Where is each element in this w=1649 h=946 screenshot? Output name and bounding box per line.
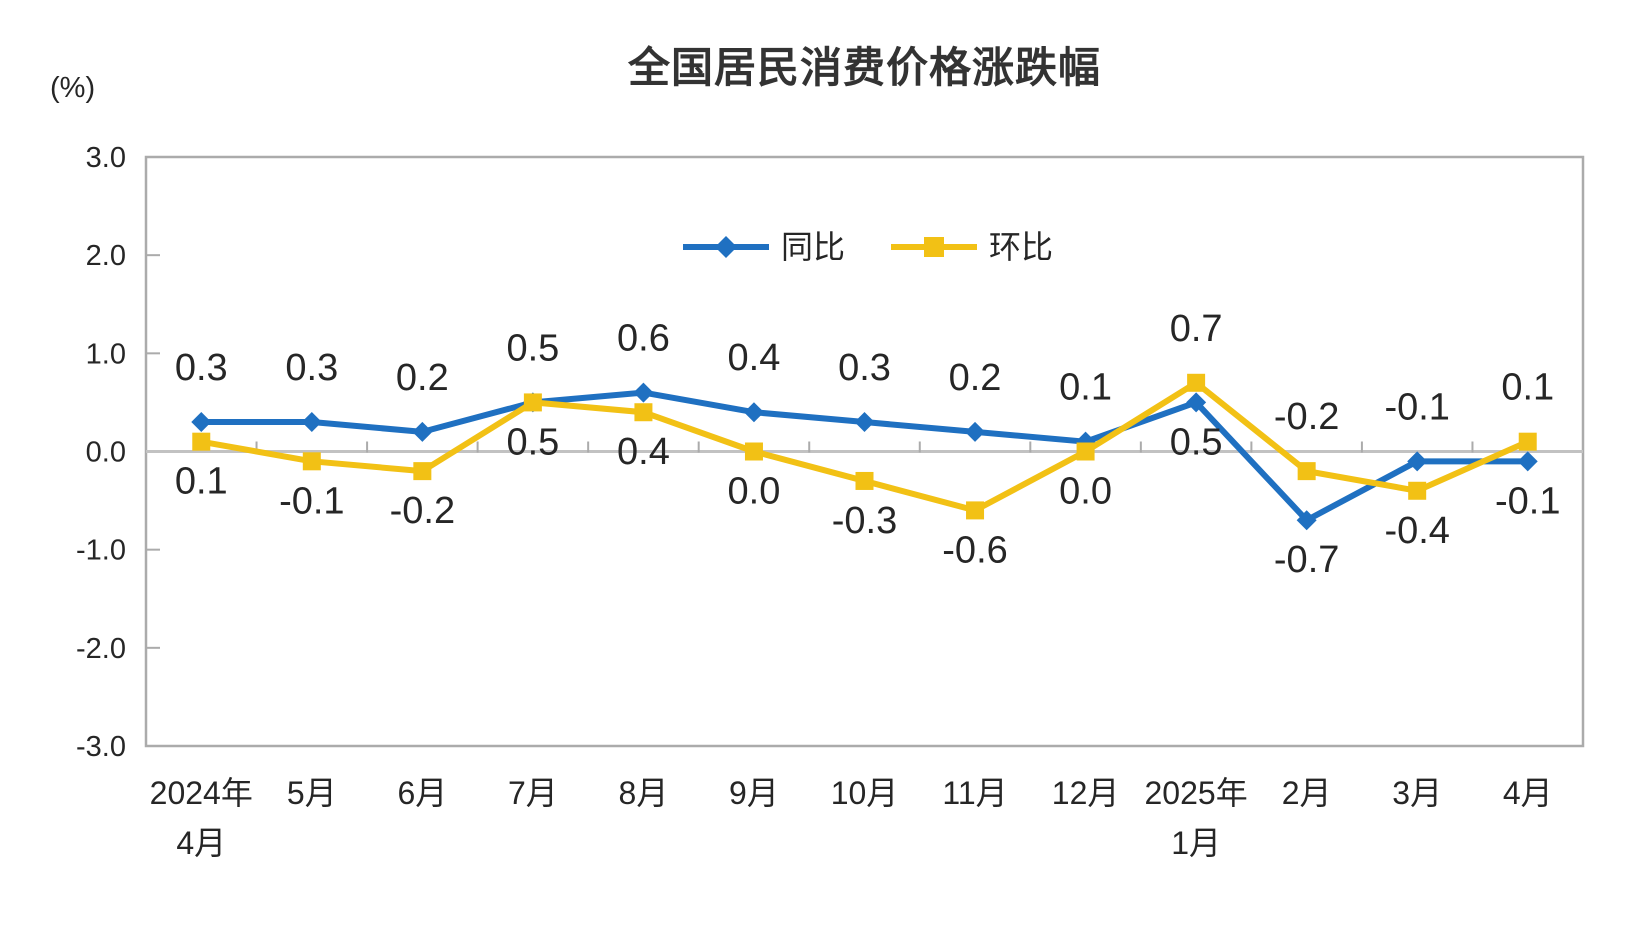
data-point-label: -0.1 (279, 480, 344, 522)
y-axis-tick-label: 0.0 (86, 437, 126, 469)
data-point-label: 0.4 (728, 337, 781, 379)
data-point-label: -0.1 (1384, 386, 1449, 428)
x-axis-category-label: 11月 (942, 775, 1007, 811)
data-point-marker (413, 462, 432, 481)
data-point-marker (302, 452, 321, 471)
data-point-label: -0.3 (832, 500, 897, 542)
data-point-label: 0.1 (1501, 367, 1554, 409)
y-axis-tick-label: 3.0 (86, 142, 126, 174)
x-axis-category-label: 12月 (1052, 775, 1120, 811)
series-yoy: 0.3 0.3 0.2 0.5 0.6 0.4 0.3 0.2 0.1 0.5 -0.7 -0.1 -0… (175, 318, 1561, 582)
data-point-label: 0.1 (175, 461, 228, 503)
data-point-marker (1297, 462, 1316, 481)
x-axis-category-label: 2月 (1282, 775, 1332, 811)
legend-item-yoy: 同比 (683, 229, 845, 265)
data-point-marker (412, 421, 433, 442)
y-axis-tick-label: -1.0 (76, 535, 126, 567)
x-axis-category-label: 4月 (1503, 775, 1553, 811)
data-point-label: 0.5 (1170, 421, 1223, 463)
data-point-marker (634, 403, 653, 422)
data-point-label: -0.7 (1274, 539, 1339, 581)
data-point-marker (1408, 481, 1427, 500)
data-point-label: 0.3 (175, 347, 228, 389)
x-axis-category-label: 9月 (729, 775, 779, 811)
data-point-label: 0.6 (617, 318, 670, 360)
y-axis-tick-label: -2.0 (76, 633, 126, 665)
y-axis-tick-label: -3.0 (76, 731, 126, 763)
x-axis-category-label: 2025年 (1145, 775, 1248, 811)
legend-diamond-marker-icon (715, 236, 737, 258)
data-point-label: 0.7 (1170, 308, 1223, 350)
y-axis-tick-label: 2.0 (86, 240, 126, 272)
data-point-marker (301, 412, 322, 433)
data-point-marker (744, 442, 763, 461)
x-axis-category-label: 1月 (1171, 825, 1221, 861)
data-point-marker (192, 432, 211, 451)
data-point-label: 0.0 (1059, 471, 1112, 513)
x-axis-category-label: 8月 (619, 775, 669, 811)
data-point-label: -0.2 (1274, 396, 1339, 438)
data-point-marker (191, 412, 212, 433)
x-axis-category-label: 5月 (287, 775, 337, 811)
series-mom: 0.1 -0.1 -0.2 0.5 0.4 0.0 -0.3 -0.6 0.0 0.7 -0.2 -0… (175, 308, 1554, 572)
chart-title: 全国居民消费价格涨跌幅 (627, 44, 1101, 91)
data-point-marker (855, 471, 874, 490)
data-point-marker (1407, 451, 1428, 472)
data-point-label: 0.2 (949, 357, 1002, 399)
data-point-marker (1296, 510, 1317, 531)
x-axis-category-label: 10月 (831, 775, 899, 811)
data-point-marker (854, 412, 875, 433)
data-point-marker (1187, 373, 1206, 392)
data-point-label: 0.3 (285, 347, 338, 389)
x-axis-labels: 2024年 4月 5月 6月 7月 8月 9月 10月 11月 12月 2025年 1月 2月 3月 4月 (150, 775, 1553, 861)
data-point-marker (523, 393, 542, 412)
data-point-marker (1076, 442, 1095, 461)
data-point-marker (966, 501, 985, 520)
y-axis: 3.0 2.0 1.0 0.0 -1.0 -2.0 -3.0 (76, 142, 160, 763)
data-point-marker (1186, 392, 1207, 413)
legend-label: 环比 (989, 229, 1053, 265)
x-axis-category-label: 4月 (176, 825, 226, 861)
data-point-label: 0.5 (506, 327, 559, 369)
y-axis-tick-label: 1.0 (86, 338, 126, 370)
legend-item-mom: 环比 (891, 229, 1053, 265)
data-point-marker (743, 402, 764, 423)
y-axis-unit-label: (%) (50, 72, 96, 104)
data-point-label: -0.6 (942, 529, 1007, 571)
data-point-marker (633, 382, 654, 403)
data-point-marker (965, 421, 986, 442)
data-point-label: -0.1 (1495, 480, 1560, 522)
legend-square-marker-icon (924, 237, 944, 257)
chart-legend: 同比 环比 (683, 229, 1053, 265)
x-axis-ticks (255, 441, 1474, 453)
data-point-label: 0.3 (838, 347, 891, 389)
data-point-marker (1517, 451, 1538, 472)
data-point-label: -0.4 (1384, 510, 1449, 552)
x-axis-category-label: 3月 (1392, 775, 1442, 811)
x-axis-category-label: 6月 (397, 775, 447, 811)
data-point-label: 0.0 (728, 471, 781, 513)
x-axis-category-label: 7月 (508, 775, 558, 811)
x-axis-category-label: 2024年 (150, 775, 253, 811)
data-point-label: 0.4 (617, 431, 670, 473)
legend-label: 同比 (781, 229, 845, 265)
data-point-marker (1518, 432, 1537, 451)
data-point-label: -0.2 (390, 490, 455, 532)
data-point-label: 0.1 (1059, 367, 1112, 409)
data-point-label: 0.5 (506, 421, 559, 463)
data-point-label: 0.2 (396, 357, 449, 399)
